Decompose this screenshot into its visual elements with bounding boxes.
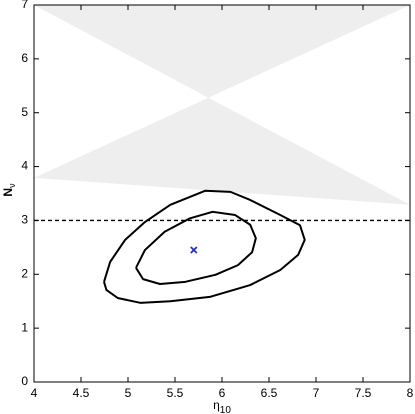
y-tick-label: 1: [21, 320, 28, 334]
x-label-subscript: 10: [220, 405, 232, 414]
y-label-subscript: ν: [7, 183, 17, 188]
x-label-symbol: η: [213, 398, 220, 412]
x-tick-label: 6: [219, 386, 226, 400]
x-tick-label: 7.5: [355, 386, 372, 400]
best-fit-marker: [190, 246, 198, 254]
x-axis-label: η10: [213, 398, 231, 414]
y-label-symbol: N: [1, 188, 15, 197]
x-tick-label: 4.5: [73, 386, 90, 400]
excluded-region: [34, 5, 410, 205]
x-tick-label: 7: [313, 386, 320, 400]
y-axis-label: Nν: [1, 183, 17, 197]
x-tick-label: 4: [31, 386, 38, 400]
x-tick-label: 5: [125, 386, 132, 400]
contour-line: [103, 189, 306, 304]
y-tick-label: 6: [21, 51, 28, 65]
contour-line: [135, 210, 257, 285]
y-tick-label: 7: [21, 0, 28, 11]
x-tick-label: 5.5: [167, 386, 184, 400]
y-tick-label: 4: [21, 159, 28, 173]
y-tick-label: 3: [21, 213, 28, 227]
plot-area: [34, 5, 410, 304]
y-tick-label: 5: [21, 105, 28, 119]
y-tick-label: 2: [21, 266, 28, 280]
x-tick-label: 8: [407, 386, 414, 400]
marker-cross: [190, 246, 198, 254]
y-tick-label: 0: [21, 374, 28, 388]
x-tick-label: 6.5: [261, 386, 278, 400]
